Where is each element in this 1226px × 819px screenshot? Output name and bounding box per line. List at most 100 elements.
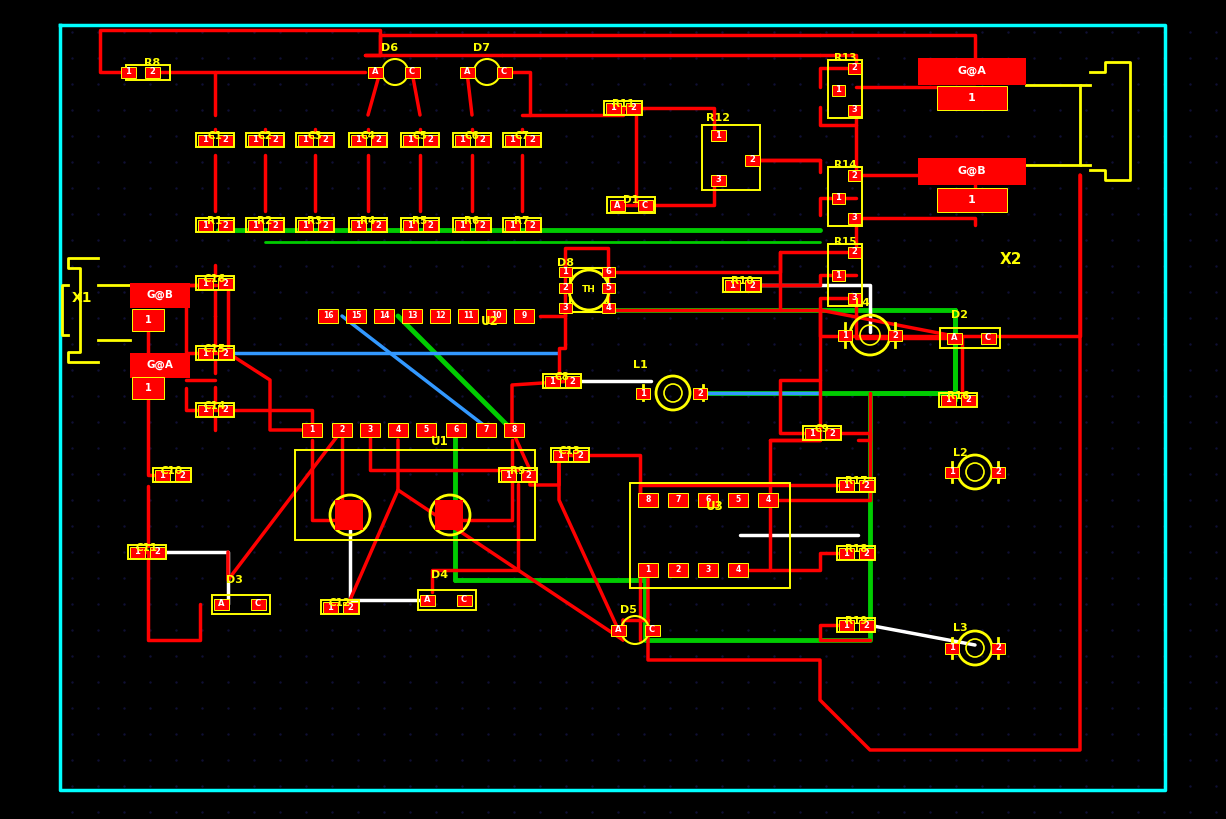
- Text: U2: U2: [481, 315, 499, 328]
- Text: A: A: [614, 201, 620, 210]
- Bar: [725, 279, 739, 291]
- Bar: [154, 469, 169, 481]
- Text: 2: 2: [996, 468, 1000, 477]
- Text: 1: 1: [505, 470, 511, 479]
- Bar: [611, 625, 625, 636]
- Bar: [217, 347, 233, 359]
- Bar: [758, 493, 779, 507]
- Text: 4: 4: [606, 304, 611, 313]
- Bar: [321, 600, 359, 614]
- Text: 1: 1: [459, 220, 465, 229]
- Text: 6: 6: [705, 495, 711, 505]
- Bar: [196, 133, 234, 147]
- Text: R16: R16: [946, 391, 970, 401]
- Text: R11: R11: [612, 99, 634, 109]
- Bar: [455, 134, 470, 146]
- Bar: [370, 219, 385, 230]
- Bar: [485, 309, 506, 323]
- Bar: [295, 450, 535, 540]
- Bar: [416, 423, 436, 437]
- Bar: [503, 133, 541, 147]
- Text: 1: 1: [327, 603, 333, 612]
- Bar: [452, 133, 490, 147]
- Bar: [150, 546, 164, 558]
- Bar: [174, 469, 190, 481]
- Bar: [302, 423, 322, 437]
- Text: R8: R8: [143, 58, 161, 68]
- Bar: [217, 405, 233, 415]
- Text: 2: 2: [698, 388, 702, 397]
- Bar: [120, 66, 136, 78]
- Text: C: C: [642, 201, 649, 210]
- Text: 1: 1: [356, 220, 360, 229]
- Text: D4: D4: [432, 570, 449, 580]
- Bar: [401, 133, 439, 147]
- Text: D8: D8: [557, 258, 574, 268]
- Bar: [698, 563, 718, 577]
- Text: 1: 1: [145, 383, 151, 393]
- Bar: [295, 218, 333, 232]
- Text: 3: 3: [851, 106, 857, 115]
- Bar: [937, 188, 1007, 212]
- Text: A: A: [614, 626, 622, 635]
- Text: 2: 2: [530, 135, 535, 144]
- Text: C4: C4: [360, 131, 375, 141]
- Text: 7: 7: [676, 495, 680, 505]
- Text: 6: 6: [606, 268, 611, 277]
- Bar: [525, 134, 539, 146]
- Text: 1: 1: [835, 85, 841, 94]
- Bar: [153, 468, 191, 482]
- Text: C7: C7: [515, 131, 530, 141]
- Text: G@B: G@B: [958, 166, 986, 176]
- Text: D1: D1: [623, 195, 639, 205]
- Bar: [402, 219, 418, 230]
- Bar: [945, 467, 959, 477]
- Bar: [828, 60, 862, 118]
- Text: 2: 2: [851, 64, 857, 73]
- Bar: [419, 595, 434, 605]
- Text: R18: R18: [845, 544, 867, 554]
- Text: R5: R5: [412, 216, 428, 226]
- Bar: [196, 346, 234, 360]
- Bar: [318, 309, 338, 323]
- Text: 1: 1: [729, 280, 734, 289]
- Text: 2: 2: [863, 621, 869, 630]
- Bar: [803, 426, 841, 440]
- Text: 1: 1: [809, 428, 815, 437]
- Text: TH: TH: [582, 286, 596, 295]
- Text: C: C: [255, 600, 261, 609]
- Text: C5: C5: [413, 131, 428, 141]
- Text: 2: 2: [863, 549, 869, 558]
- Text: R6: R6: [465, 216, 479, 226]
- Bar: [459, 309, 478, 323]
- Bar: [126, 65, 170, 80]
- Text: 1: 1: [253, 220, 257, 229]
- Text: C: C: [984, 333, 991, 342]
- Bar: [318, 219, 332, 230]
- Text: 1: 1: [407, 220, 413, 229]
- Text: 14: 14: [379, 311, 389, 320]
- Text: C11: C11: [136, 543, 158, 553]
- Text: G@A: G@A: [147, 360, 173, 370]
- Bar: [342, 601, 358, 613]
- Bar: [197, 219, 212, 230]
- Text: 2: 2: [525, 470, 531, 479]
- Text: 1: 1: [509, 135, 515, 144]
- Text: 5: 5: [423, 426, 429, 435]
- Bar: [828, 244, 862, 306]
- Bar: [981, 333, 996, 343]
- Bar: [250, 599, 266, 609]
- Bar: [625, 102, 640, 114]
- Bar: [402, 309, 422, 323]
- Bar: [945, 642, 959, 654]
- Bar: [602, 303, 614, 313]
- Text: 3: 3: [851, 214, 857, 223]
- Bar: [213, 599, 228, 609]
- Bar: [839, 479, 853, 491]
- Bar: [246, 133, 284, 147]
- Bar: [831, 192, 845, 203]
- Text: 2: 2: [222, 349, 228, 358]
- Bar: [847, 292, 861, 304]
- Text: C15: C15: [204, 344, 226, 354]
- Text: 2: 2: [479, 220, 485, 229]
